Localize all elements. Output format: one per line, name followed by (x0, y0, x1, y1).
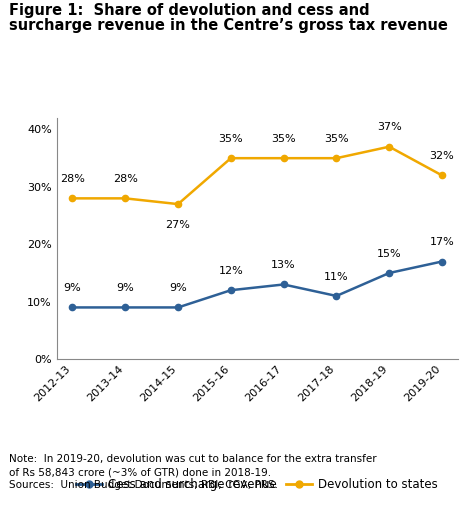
Text: Figure 1:  Share of devolution and cess and: Figure 1: Share of devolution and cess a… (9, 3, 370, 17)
Text: 9%: 9% (64, 283, 81, 293)
Text: 9%: 9% (169, 283, 187, 293)
Text: Note:  In 2019-20, devolution was cut to balance for the extra transfer
of Rs 58: Note: In 2019-20, devolution was cut to … (9, 454, 377, 490)
Text: surcharge revenue in the Centre’s gross tax revenue: surcharge revenue in the Centre’s gross … (9, 18, 448, 33)
Text: 27%: 27% (166, 220, 191, 230)
Text: 11%: 11% (324, 271, 349, 282)
Text: 35%: 35% (219, 134, 243, 144)
Text: 35%: 35% (324, 134, 349, 144)
Text: 37%: 37% (377, 122, 402, 132)
Text: 17%: 17% (430, 237, 455, 247)
Legend: Cess and surcharge revenue, Devolution to states: Cess and surcharge revenue, Devolution t… (72, 473, 443, 496)
Text: 12%: 12% (219, 266, 243, 276)
Text: 15%: 15% (377, 249, 402, 259)
Text: 32%: 32% (430, 151, 455, 161)
Text: 9%: 9% (117, 283, 134, 293)
Text: 13%: 13% (271, 260, 296, 270)
Text: 28%: 28% (113, 174, 138, 184)
Text: 28%: 28% (60, 174, 85, 184)
Text: 35%: 35% (271, 134, 296, 144)
